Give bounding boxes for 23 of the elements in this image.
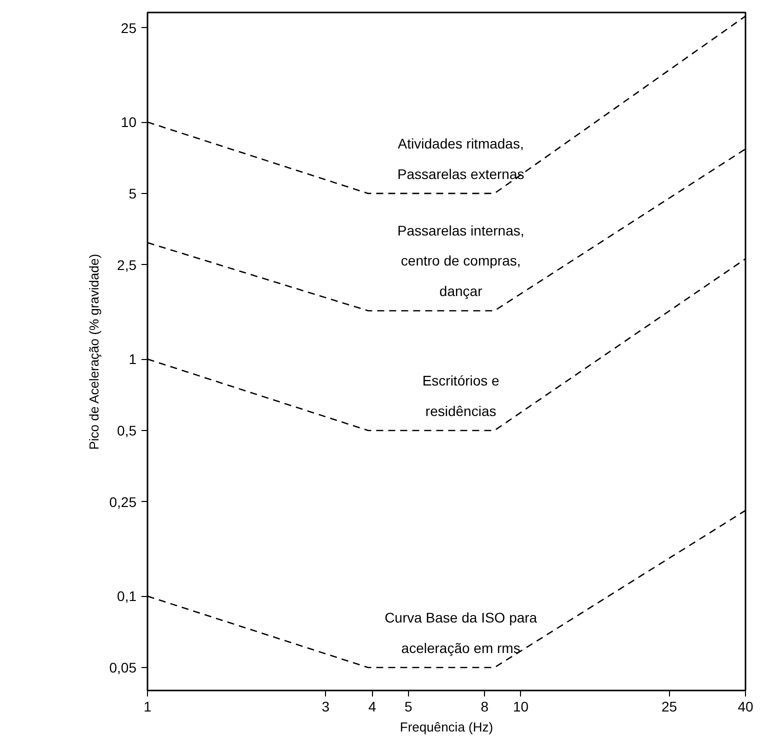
y-tick-label: 5 — [128, 185, 137, 202]
y-tick-label: 25 — [120, 20, 137, 36]
y-tick-label: 2,5 — [117, 256, 137, 273]
x-tick-label: 4 — [368, 698, 376, 714]
annotation: Atividades ritmadas, Passarelas externas — [397, 135, 524, 182]
x-axis-title: Frequência (Hz) — [400, 720, 494, 734]
y-tick-label: 1 — [128, 351, 137, 368]
x-tick-label: 3 — [322, 698, 330, 714]
y-tick-label: 0,05 — [109, 660, 137, 676]
x-tick-label: 40 — [738, 698, 754, 714]
x-tick-label: 25 — [662, 698, 678, 714]
y-tick-label: 0,1 — [117, 588, 137, 604]
annotation: Curva Base da ISO para aceleração em rms — [384, 609, 538, 656]
y-tick-label: 10 — [120, 114, 137, 130]
y-tick-label: 0,5 — [117, 422, 137, 438]
annotation: Escritórios e residências — [422, 372, 500, 419]
x-tick-label: 5 — [404, 698, 413, 714]
annotation: Passarelas internas, centro de compras, dançar — [397, 222, 524, 300]
x-tick-label: 1 — [144, 698, 152, 714]
y-tick-label: 0,25 — [109, 494, 137, 510]
x-tick-label: 10 — [512, 698, 529, 714]
y-axis-title: Pico de Aceleração (% gravidade) — [86, 254, 102, 450]
x-tick-label: 8 — [480, 698, 489, 714]
